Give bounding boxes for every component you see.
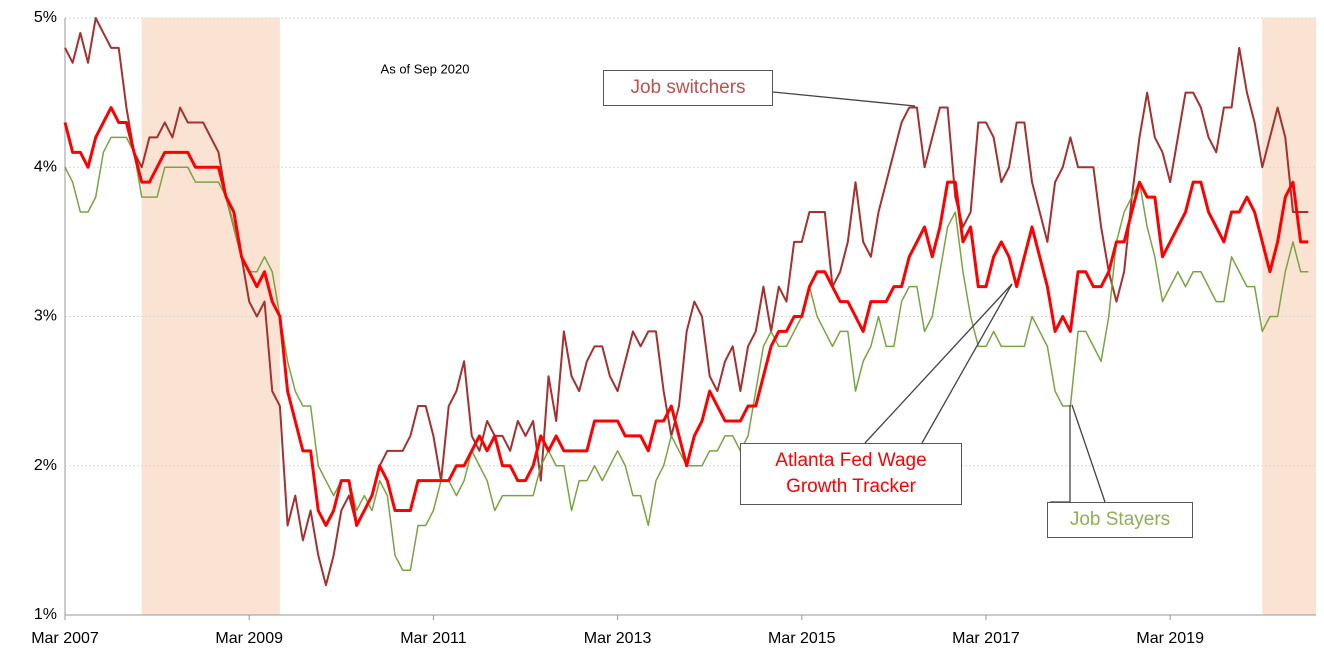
series-line	[63, 106, 1309, 527]
y-tick-label: 3%	[34, 308, 57, 325]
y-tick-label: 4%	[34, 158, 57, 175]
series-line	[64, 17, 1309, 587]
callout-label: Job switchers	[603, 70, 773, 106]
annotation: As of Sep 2020	[381, 61, 470, 76]
x-tick-label: Mar 2017	[952, 630, 1020, 647]
callout-label: Atlanta Fed Wage Growth Tracker	[740, 443, 962, 505]
x-tick-label: Mar 2015	[768, 630, 836, 647]
x-tick-label: Mar 2013	[584, 630, 652, 647]
callout-line	[1050, 405, 1071, 503]
y-tick-label: 1%	[34, 606, 57, 623]
callout-line	[864, 283, 1013, 444]
callout-line	[772, 91, 916, 107]
y-tick-label: 5%	[34, 9, 57, 26]
y-tick-label: 2%	[34, 457, 57, 474]
x-tick-label: Mar 2009	[215, 630, 283, 647]
x-tick-label: Mar 2011	[400, 630, 467, 647]
callout-line	[921, 283, 1013, 444]
callout-label: Job Stayers	[1047, 502, 1193, 538]
callout-line	[1071, 404, 1106, 503]
callout-lines	[772, 91, 1106, 503]
x-tick-label: Mar 2019	[1136, 630, 1204, 647]
x-tick-label: Mar 2007	[31, 630, 99, 647]
